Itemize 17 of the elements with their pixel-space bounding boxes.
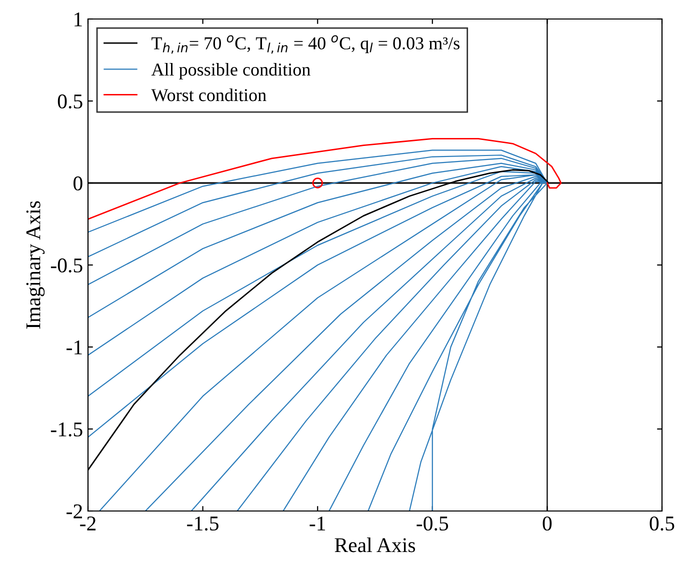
y-tick-label: 1 [74,12,82,26]
x-tick-label: -1 [310,516,326,530]
y-tick-label: 0 [74,176,82,190]
y-tick-label: -0.5 [50,258,82,273]
x-tick-label: -0.5 [416,516,448,531]
y-tick-label: -2 [66,504,82,518]
x-axis-title: Real Axis [334,538,416,552]
x-tick-label: 0.5 [650,516,674,531]
y-tick-label: 0.5 [58,94,82,109]
y-tick-label: -1.5 [50,422,82,437]
legend-label: Worst condition [151,88,266,102]
text: T$_{h,in}$= 70 $^{o}$C, T$_{l,in}$ = 40 $^{o}$C, q$_{l}$ = 0.03 m³/s [152,35,460,54]
x-tick-label: 0 [542,516,552,531]
y-tick-label: -1 [66,340,82,354]
x-tick-label: -1.5 [187,516,218,531]
y-axis-title: Imaginary Axis [26,201,45,329]
legend-label: All possible condition [151,62,310,80]
